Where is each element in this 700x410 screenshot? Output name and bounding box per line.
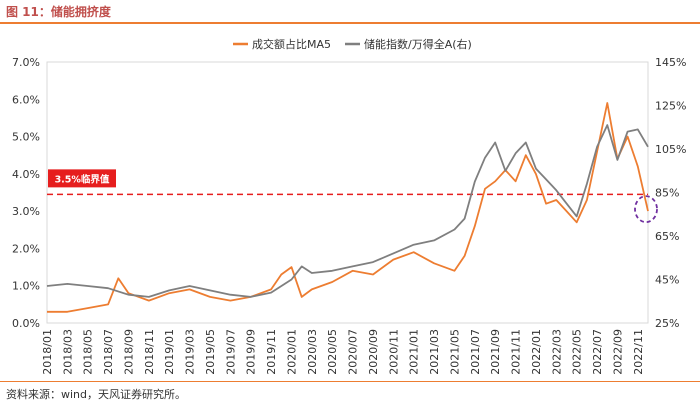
title-divider	[0, 22, 700, 24]
right-axis-tick: 25%	[655, 317, 679, 330]
footer-divider	[0, 381, 700, 382]
x-axis-tick: 2021/03	[428, 329, 441, 375]
chart: 3.5%临界值 0.0% 1.0% 2.0% 3.0% 4.0% 5.0% 6.0% 7.0%…	[12, 37, 686, 375]
x-axis-tick: 2019/01	[163, 329, 176, 375]
x-axis-tick: 2022/07	[591, 329, 604, 375]
x-axis-tick: 2018/07	[102, 329, 115, 375]
left-axis-tick: 6.0%	[12, 93, 40, 106]
right-axis-tick: 105%	[655, 143, 686, 156]
series-line-1	[47, 102, 649, 313]
x-axis-tick: 2022/05	[571, 329, 584, 375]
right-axis-tick: 85%	[655, 187, 679, 200]
x-axis-tick: 2020/05	[326, 329, 339, 375]
series-line-2	[46, 124, 649, 298]
source-note: 资料来源：wind，天风证券研究所。	[6, 388, 187, 401]
x-axis-tick: 2022/09	[611, 329, 624, 375]
x-axis-tick: 2021/07	[469, 329, 482, 375]
x-axis-tick: 2021/11	[510, 329, 523, 375]
threshold-layer: 3.5%临界值	[47, 169, 648, 196]
annotation-layer	[634, 195, 658, 224]
threshold-label: 3.5%临界值	[55, 173, 110, 185]
right-axis-tick: 45%	[655, 274, 679, 287]
figure-title: 图 11：储能拥挤度	[6, 5, 111, 19]
x-axis-tick: 2018/05	[82, 329, 95, 375]
right-axis-tick: 145%	[655, 56, 686, 69]
left-axis-tick: 0.0%	[12, 317, 40, 330]
chart-frame	[46, 61, 649, 324]
annotation-circle	[634, 195, 658, 224]
right-axis-tick: 125%	[655, 100, 686, 113]
legend-label-1: 成交额占比MA5	[252, 37, 331, 51]
x-axis-tick: 2019/03	[184, 329, 197, 375]
x-axis-tick: 2020/01	[286, 329, 299, 375]
x-axis-tick: 2019/11	[265, 329, 278, 375]
plot-frame	[46, 61, 649, 324]
x-axis-tick: 2020/11	[387, 329, 400, 375]
x-axis-tick: 2021/09	[489, 329, 502, 375]
x-axis-tick: 2021/01	[408, 329, 421, 375]
x-axis-tick: 2020/07	[347, 329, 360, 375]
legend: 成交额占比MA5 储能指数/万得全A(右)	[233, 37, 472, 51]
threshold-label-box	[48, 169, 116, 188]
left-axis-tick: 7.0%	[12, 56, 40, 69]
x-axis-tick: 2020/09	[367, 329, 380, 375]
x-axis-tick: 2021/05	[449, 329, 462, 375]
x-axis-tick: 2022/03	[550, 329, 563, 375]
left-axis-tick: 4.0%	[12, 168, 40, 181]
left-axis-tick: 3.0%	[12, 205, 40, 218]
x-axis-tick: 2020/03	[306, 329, 319, 375]
legend-label-2: 储能指数/万得全A(右)	[364, 37, 472, 51]
x-axis-tick: 2018/11	[143, 329, 156, 375]
x-axis-tick: 2022/11	[632, 329, 645, 375]
x-axis-tick: 2018/01	[41, 329, 54, 375]
x-axis-tick: 2018/09	[123, 329, 136, 375]
x-axis-tick: 2019/07	[224, 329, 237, 375]
x-axis-tick: 2019/09	[245, 329, 258, 375]
x-axis-tick: 2018/03	[61, 329, 74, 375]
right-axis-tick: 65%	[655, 230, 679, 243]
left-axis-tick: 2.0%	[12, 242, 40, 255]
series-layer	[46, 102, 649, 313]
x-axis-tick: 2019/05	[204, 329, 217, 375]
x-axis-tick: 2022/01	[530, 329, 543, 375]
axis-layer: 0.0% 1.0% 2.0% 3.0% 4.0% 5.0% 6.0% 7.0% 25% 45% 65…	[12, 56, 686, 375]
left-axis-tick: 5.0%	[12, 131, 40, 144]
left-axis-tick: 1.0%	[12, 280, 40, 293]
